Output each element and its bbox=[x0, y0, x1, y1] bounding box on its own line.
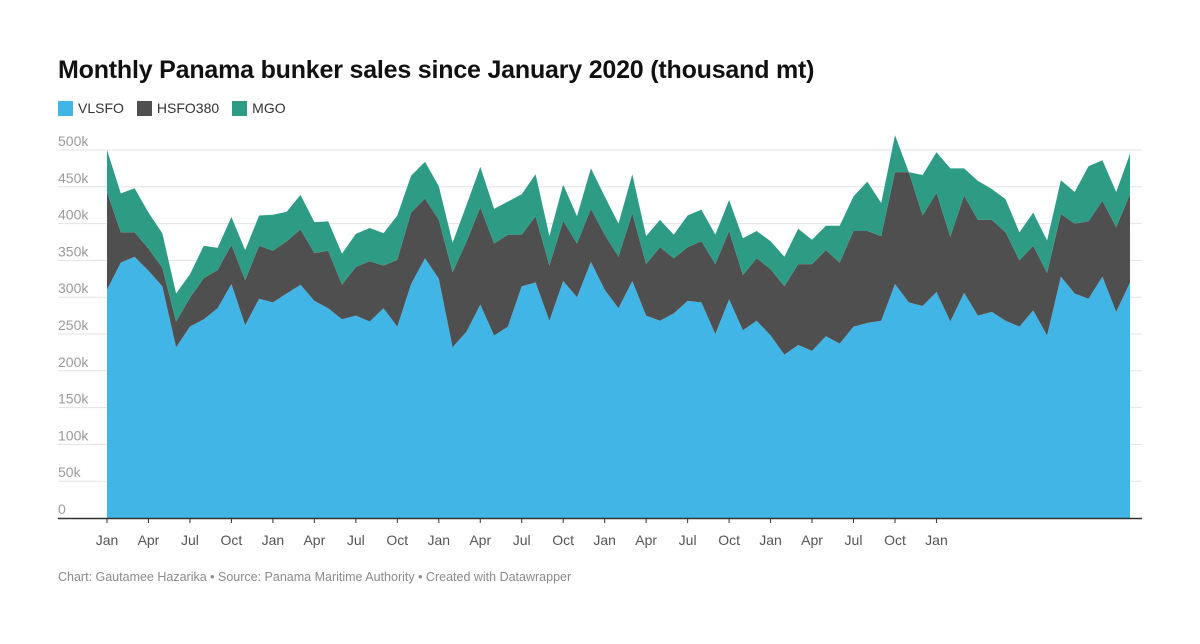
x-tick-label: Jan bbox=[96, 532, 119, 548]
x-tick-label: Jan bbox=[593, 532, 616, 548]
legend-swatch-hsfo380 bbox=[136, 100, 152, 116]
y-tick-label: 50k bbox=[58, 464, 82, 480]
x-tick-label: Jan bbox=[925, 532, 948, 548]
x-tick-label: Jul bbox=[181, 532, 199, 548]
chart-source-note: Chart: Gautamee Hazarika • Source: Panam… bbox=[58, 570, 572, 584]
x-tick-label: Jan bbox=[427, 532, 450, 548]
legend-label-vlsfo: VLSFO bbox=[78, 100, 124, 116]
y-tick-label: 150k bbox=[58, 391, 89, 407]
x-axis-labels: Jan Apr Jul Oct Jan Apr Jul Oct Jan Apr Jul Oct Jan A… bbox=[96, 532, 948, 548]
y-tick-label: 250k bbox=[58, 317, 89, 333]
y-tick-label: 500k bbox=[58, 133, 89, 149]
area-hsfo380 bbox=[107, 172, 1130, 355]
y-tick-label: 0 bbox=[58, 501, 66, 517]
x-tick-label: Oct bbox=[884, 532, 906, 548]
legend: VLSFO HSFO380 MGO bbox=[58, 100, 299, 116]
area-vlsfo bbox=[107, 256, 1130, 518]
x-tick-label: Oct bbox=[386, 532, 408, 548]
x-tick-label: Jul bbox=[513, 532, 531, 548]
y-axis-labels: 0 50k 100k 150k 200k 250k 300k 350k 400k 450k 500k bbox=[58, 133, 89, 517]
y-tick-label: 350k bbox=[58, 243, 89, 259]
x-tick-label: Apr bbox=[469, 532, 491, 548]
x-tick-label: Jul bbox=[845, 532, 863, 548]
area-mgo bbox=[107, 135, 1130, 322]
x-tick-label: Oct bbox=[718, 532, 740, 548]
y-tick-label: 300k bbox=[58, 280, 89, 296]
series-areas bbox=[107, 135, 1130, 518]
x-axis bbox=[58, 517, 1142, 523]
x-tick-label: Apr bbox=[801, 532, 823, 548]
legend-item-hsfo380[interactable]: HSFO380 bbox=[136, 100, 220, 116]
y-tick-label: 400k bbox=[58, 207, 89, 223]
x-tick-label: Oct bbox=[552, 532, 574, 548]
x-tick-label: Apr bbox=[303, 532, 325, 548]
y-tick-label: 450k bbox=[58, 170, 89, 186]
legend-swatch-mgo bbox=[232, 100, 248, 116]
x-tick-label: Apr bbox=[138, 532, 160, 548]
legend-item-vlsfo[interactable]: VLSFO bbox=[58, 100, 124, 116]
x-tick-label: Apr bbox=[635, 532, 657, 548]
x-tick-label: Jul bbox=[347, 532, 365, 548]
chart-title: Monthly Panama bunker sales since Januar… bbox=[58, 56, 815, 84]
x-tick-label: Oct bbox=[221, 532, 243, 548]
y-tick-label: 100k bbox=[58, 427, 89, 443]
legend-item-mgo[interactable]: MGO bbox=[232, 100, 286, 116]
x-tick-label: Jan bbox=[262, 532, 285, 548]
y-tick-label: 200k bbox=[58, 354, 89, 370]
legend-swatch-vlsfo bbox=[58, 100, 73, 116]
legend-label-hsfo380: HSFO380 bbox=[156, 100, 220, 116]
x-tick-label: Jan bbox=[759, 532, 782, 548]
x-tick-label: Jul bbox=[679, 532, 697, 548]
legend-label-mgo: MGO bbox=[252, 100, 286, 116]
